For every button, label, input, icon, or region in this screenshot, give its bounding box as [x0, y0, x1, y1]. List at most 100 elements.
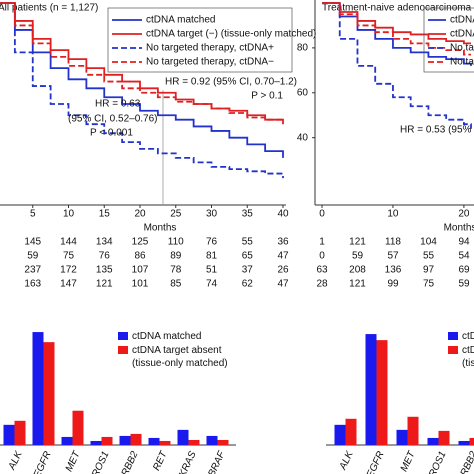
annotation: HR = 0.92 (95% CI, 0.70–1.2)	[165, 77, 297, 88]
risk-count: 145	[24, 237, 41, 248]
risk-count: 107	[132, 265, 149, 276]
risk-count: 136	[385, 265, 402, 276]
annotation: HR = 0.53 (95% CI	[400, 125, 474, 136]
risk-count: 121	[96, 279, 113, 290]
bar	[407, 416, 419, 445]
risk-count: 57	[387, 251, 399, 262]
legend-label: ctDNA matched	[132, 331, 201, 342]
bar	[177, 429, 189, 445]
risk-count: 76	[206, 237, 218, 248]
x-tick-label: ERBB2	[117, 449, 141, 474]
bar	[14, 420, 26, 445]
risk-count: 63	[316, 265, 328, 276]
x-tick-label: ERBB2	[456, 449, 474, 474]
risk-count: 59	[458, 279, 470, 290]
x-tick-label: KRAS	[177, 449, 199, 474]
risk-count: 208	[349, 265, 366, 276]
chart-title: All patients (n = 1,127)	[0, 3, 98, 14]
risk-count: 51	[206, 265, 218, 276]
risk-count: 28	[316, 279, 328, 290]
risk-count: 237	[24, 265, 41, 276]
x-tick-label: 25	[170, 209, 182, 220]
x-tick-label: 10	[387, 209, 399, 220]
legend-swatch	[118, 332, 128, 340]
bar	[469, 437, 474, 445]
survival-curve	[0, 2, 284, 158]
x-tick-label: 5	[30, 209, 36, 220]
legend-box	[107, 7, 293, 73]
x-axis-label: Months	[144, 223, 177, 234]
risk-count: 121	[349, 279, 366, 290]
x-tick-label: 0	[319, 209, 325, 220]
risk-count: 47	[277, 279, 289, 290]
bar	[206, 435, 218, 445]
bar	[438, 430, 450, 445]
risk-count: 37	[242, 265, 254, 276]
x-tick-label: MET	[64, 449, 83, 474]
annotation: P < 0.001	[90, 128, 133, 139]
bar	[159, 440, 171, 445]
chart-title: Treatment-naive adenocarcinoma	[322, 3, 472, 14]
bar	[427, 437, 439, 445]
bar	[119, 435, 131, 445]
survival-curve	[322, 2, 471, 45]
risk-count: 26	[277, 265, 289, 276]
x-tick-label: EGFR	[32, 450, 54, 474]
x-tick-label: 40	[277, 209, 289, 220]
x-tick-label: BRAF	[206, 449, 228, 474]
risk-count: 118	[385, 237, 401, 248]
legend-label: ctDNA target absent(tissue-only matched)	[462, 345, 474, 369]
bar	[61, 436, 73, 445]
x-tick-label: ROS1	[90, 450, 111, 474]
annotation: P > 0.1	[251, 91, 283, 102]
bar	[188, 439, 200, 445]
x-tick-label: EGFR	[365, 450, 387, 474]
bar	[90, 440, 102, 445]
risk-count: 144	[60, 237, 77, 248]
legend-label: ctDNA target absent(tissue-only matched)	[132, 345, 228, 369]
bar	[376, 340, 388, 445]
legend-label: ctDNA target (−) (tissue-only matched)	[450, 29, 474, 40]
risk-count: 0	[319, 251, 325, 262]
risk-count: 135	[96, 265, 113, 276]
survival-curve	[322, 2, 472, 129]
x-tick-label: RET	[151, 449, 170, 473]
legend-label: ctDNA matched	[450, 15, 474, 26]
survival-curve	[0, 2, 284, 122]
risk-count: 55	[423, 251, 435, 262]
survival-curve	[322, 2, 471, 56]
x-tick-label: 15	[99, 209, 111, 220]
bar	[334, 424, 346, 445]
x-tick-label: 10	[63, 209, 75, 220]
legend-swatch	[448, 346, 458, 354]
bar	[148, 437, 160, 445]
risk-count: 62	[242, 279, 254, 290]
risk-count: 110	[168, 237, 184, 248]
risk-count: 55	[242, 237, 254, 248]
x-tick-label: MET	[399, 449, 418, 474]
risk-count: 1	[319, 237, 325, 248]
risk-count: 74	[206, 279, 218, 290]
legend-label: ctDNA matched	[146, 15, 215, 26]
annotation: HR = 0.63	[95, 99, 141, 110]
x-axis-label: Months	[444, 223, 474, 234]
risk-count: 125	[132, 237, 149, 248]
bar	[43, 342, 55, 445]
legend-swatch	[448, 332, 458, 340]
survival-curve	[0, 2, 284, 179]
x-tick-label: 35	[242, 209, 254, 220]
legend-label: ctDNA matched	[462, 331, 474, 342]
risk-count: 121	[349, 237, 366, 248]
x-tick-label: ROS1	[427, 450, 448, 474]
risk-count: 75	[423, 279, 435, 290]
x-tick-label: ALK	[337, 449, 356, 473]
legend-label: No targeted therapy, ctDNA+	[450, 43, 474, 54]
bar	[365, 334, 377, 445]
bar	[72, 410, 84, 445]
x-tick-label: 20	[134, 209, 146, 220]
risk-count: 59	[352, 251, 364, 262]
risk-count: 47	[277, 251, 289, 262]
risk-count: 65	[242, 251, 254, 262]
risk-count: 86	[134, 251, 146, 262]
